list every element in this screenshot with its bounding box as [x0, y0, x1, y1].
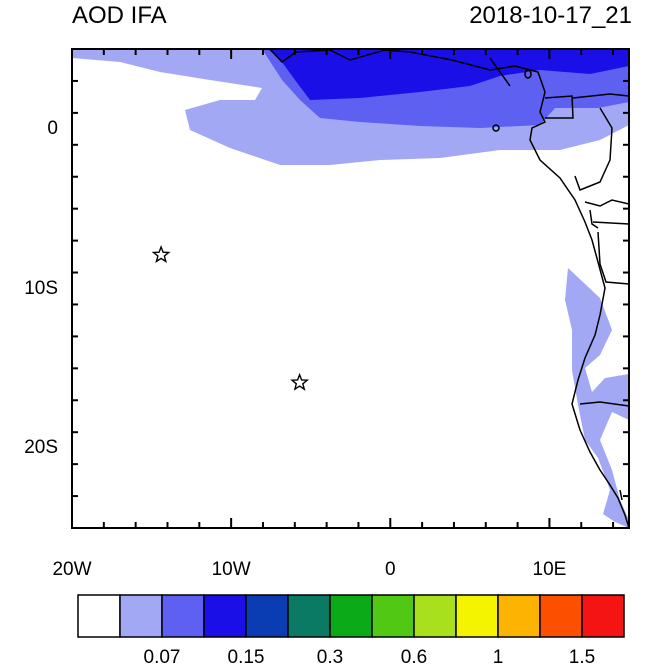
- station-markers: [151, 245, 310, 391]
- plot-frame: [71, 48, 630, 529]
- aod-region-coast: [565, 268, 629, 528]
- colorbar-box: [119, 594, 163, 638]
- map-timestamp: 2018-10-17_21: [469, 2, 632, 29]
- border-path: [489, 57, 511, 87]
- coastline-path: [619, 489, 623, 501]
- star-marker: [151, 245, 171, 263]
- border-path: [579, 401, 629, 407]
- colorbar-box: [371, 594, 415, 638]
- border-path: [544, 95, 574, 119]
- colorbar-box: [455, 594, 499, 638]
- colorbar-label: 1: [492, 647, 504, 668]
- colorbar-box: [203, 594, 247, 638]
- border-path: [589, 209, 599, 229]
- y-tick-label: 10S: [24, 277, 58, 299]
- map-title: AOD IFA: [72, 2, 167, 29]
- y-tick-label: 20S: [24, 437, 58, 459]
- colorbar-label: 0.15: [227, 647, 265, 668]
- x-tick-label: 0: [384, 559, 396, 580]
- aod-region-high: [268, 49, 629, 100]
- colorbar-label: 0.6: [400, 647, 428, 668]
- colorbar-box: [77, 594, 121, 638]
- colorbar-box: [161, 594, 205, 638]
- colorbar-box: [413, 594, 457, 638]
- border-path: [592, 221, 629, 225]
- colorbar-box: [287, 594, 331, 638]
- y-tick-label: 0: [47, 117, 58, 139]
- colorbar-label: 0.3: [316, 647, 344, 668]
- colorbar: [77, 594, 625, 638]
- axis-ticks: [71, 48, 629, 529]
- border-path: [572, 93, 629, 99]
- colorbar-box: [539, 594, 583, 638]
- island-shape: [524, 69, 532, 79]
- border-path: [574, 107, 613, 191]
- border-path: [597, 231, 629, 285]
- colorbar-label: 0.07: [143, 647, 181, 668]
- colorbar-label: 1.5: [568, 647, 596, 668]
- colorbar-box: [581, 594, 625, 638]
- colorbar-box: [245, 594, 289, 638]
- border-path: [584, 199, 629, 207]
- aod-shading: [72, 49, 629, 528]
- island-shape: [492, 124, 500, 132]
- colorbar-box: [497, 594, 541, 638]
- coastline: [269, 49, 629, 528]
- coastline-path: [269, 49, 629, 528]
- x-tick-label: 10E: [532, 559, 567, 580]
- x-tick-label: 10W: [211, 559, 251, 580]
- x-tick-label: 20W: [52, 559, 92, 580]
- colorbar-box: [329, 594, 373, 638]
- star-marker: [290, 372, 310, 391]
